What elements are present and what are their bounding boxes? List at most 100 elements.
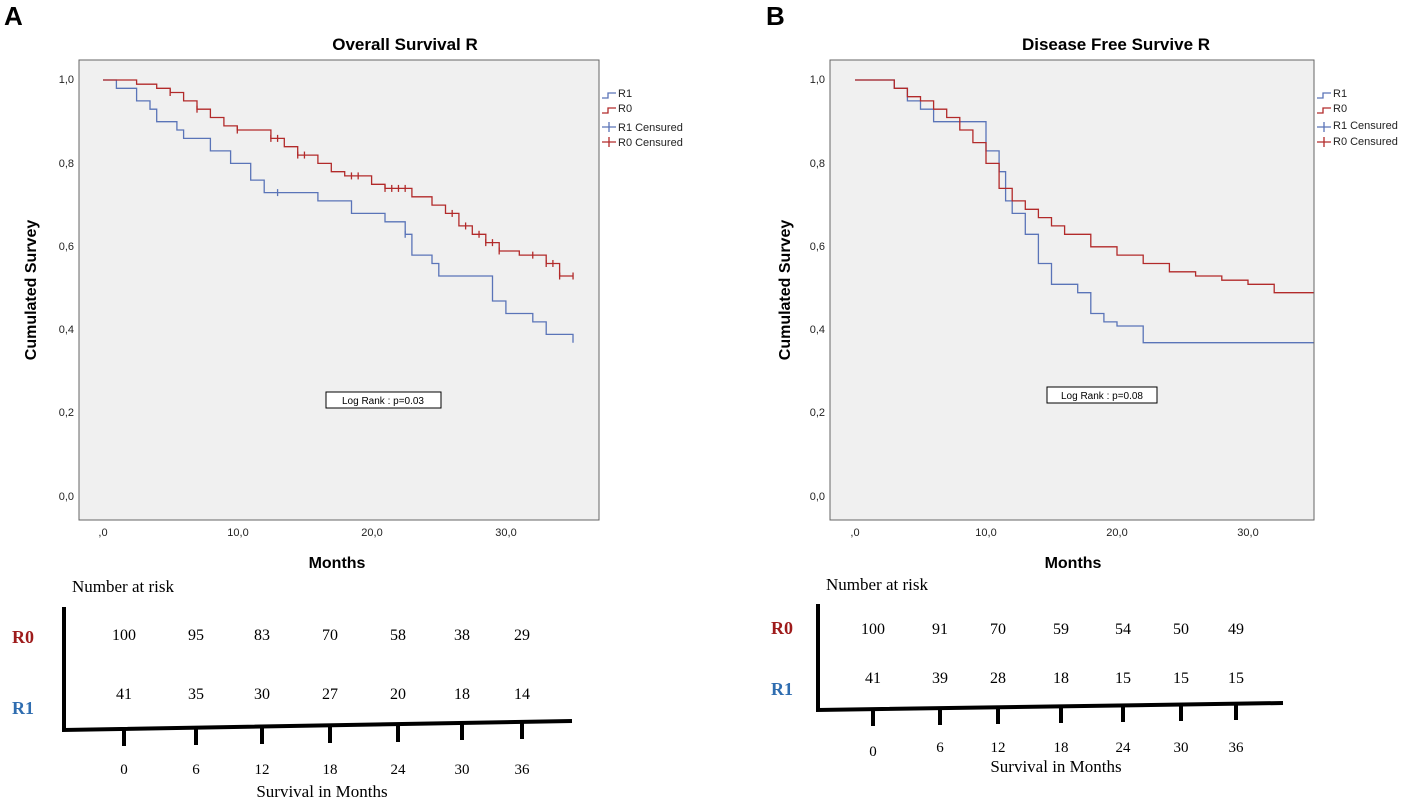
x-tick-label: ,0 xyxy=(98,527,107,539)
risk-title-a: Number at risk xyxy=(72,577,174,596)
legend-r0-censored: R0 Censured xyxy=(618,137,683,149)
legend-swatch-r0 xyxy=(1317,107,1331,114)
risk-axis-a xyxy=(62,607,573,733)
risk-group-r0-a: R0 xyxy=(12,627,34,647)
legend-swatch-r0 xyxy=(602,107,616,114)
risk-r1-value: 15 xyxy=(1228,670,1244,687)
risk-tick-label: 30 xyxy=(455,762,470,778)
risk-r0-value: 58 xyxy=(390,627,406,644)
risk-r1-value: 15 xyxy=(1115,670,1131,687)
y-tick-label: 0,4 xyxy=(59,324,74,336)
risk-r0-value: 29 xyxy=(514,627,530,644)
risk-tick-label: 36 xyxy=(515,762,531,778)
risk-r1-value: 28 xyxy=(990,670,1006,687)
risk-r1-value: 14 xyxy=(514,686,530,703)
legend-swatch-r1-censored xyxy=(1317,122,1331,132)
risk-tick-label: 0 xyxy=(869,744,877,760)
legend-r0-censored: R0 Censured xyxy=(1333,136,1398,148)
risk-r0-value: 49 xyxy=(1228,621,1244,638)
chart-title-a: Overall Survival R xyxy=(332,35,478,54)
risk-values-b: 100 91 70 59 54 50 49 41 39 28 18 15 15 15 0 6 12 18 24 30 3… xyxy=(861,621,1244,760)
risk-r1-value: 27 xyxy=(322,686,338,703)
risk-tick-label: 12 xyxy=(255,762,270,778)
risk-r1-value: 18 xyxy=(454,686,470,703)
y-tick-label: 1,0 xyxy=(810,74,825,86)
y-axis-label-a: Cumulated Survey xyxy=(23,220,40,361)
y-tick-label: 0,6 xyxy=(810,241,825,253)
y-tick-label: 0,0 xyxy=(810,491,825,503)
legend-r1: R1 xyxy=(1333,88,1347,100)
risk-r0-value: 70 xyxy=(322,627,338,644)
y-tick-label: 0,8 xyxy=(59,158,74,170)
y-tick-label: 1,0 xyxy=(59,74,74,86)
chart-title-b: Disease Free Survive R xyxy=(1022,35,1210,54)
risk-r1-value: 39 xyxy=(932,670,948,687)
risk-r0-value: 54 xyxy=(1115,621,1131,638)
risk-r0-value: 100 xyxy=(112,627,136,644)
panel-label-b: B xyxy=(766,1,785,31)
risk-tick-label: 0 xyxy=(120,762,128,778)
risk-r1-value: 18 xyxy=(1053,670,1069,687)
risk-values-a: 100 95 83 70 58 38 29 41 35 30 27 20 18 14 0 6 12 18 24 30 3… xyxy=(112,627,530,778)
y-tick-label: 0,6 xyxy=(59,241,74,253)
legend-r0: R0 xyxy=(618,103,632,115)
legend-b: R1 R0 R1 Censured R0 Censured xyxy=(1317,88,1398,148)
risk-r1-value: 30 xyxy=(254,686,270,703)
risk-tick-label: 6 xyxy=(936,740,944,756)
km-curve-r0 xyxy=(103,79,573,277)
y-tick-label: 0,2 xyxy=(59,407,74,419)
x-tick-label: 10,0 xyxy=(227,527,248,539)
risk-group-r0-b: R0 xyxy=(771,618,793,638)
log-rank-b: Log Rank : p=0.08 xyxy=(1061,391,1143,402)
x-tick-label: 30,0 xyxy=(495,527,516,539)
risk-r1-value: 35 xyxy=(188,686,204,703)
x-tick-label: 20,0 xyxy=(1106,527,1127,539)
risk-tick-label: 24 xyxy=(1116,740,1132,756)
risk-r0-value: 91 xyxy=(932,621,948,638)
risk-xlabel-a: Survival in Months xyxy=(256,782,387,801)
risk-title-b: Number at risk xyxy=(826,575,928,594)
legend-r1-censored: R1 Censured xyxy=(618,122,683,134)
legend-swatch-r0-censored xyxy=(1317,137,1331,147)
y-ticks-b: 1,0 0,8 0,6 0,4 0,2 0,0 xyxy=(810,74,825,503)
risk-r0-value: 100 xyxy=(861,621,885,638)
panel-label-a: A xyxy=(4,1,23,31)
risk-tick-label: 18 xyxy=(1054,740,1069,756)
km-curve-r1 xyxy=(103,79,574,343)
legend-r0: R0 xyxy=(1333,103,1347,115)
risk-r0-value: 50 xyxy=(1173,621,1189,638)
x-tick-label: 30,0 xyxy=(1237,527,1258,539)
risk-xlabel-b: Survival in Months xyxy=(990,757,1121,776)
legend-r1: R1 xyxy=(618,88,632,100)
risk-table-b: Number at risk R0 R1 100 91 70 59 54 50 49 41 39… xyxy=(771,575,1284,776)
y-tick-label: 0,0 xyxy=(59,491,74,503)
legend-r1-censored: R1 Censured xyxy=(1333,120,1398,132)
x-ticks-b: ,0 10,0 20,0 30,0 xyxy=(850,527,1258,539)
y-tick-label: 0,2 xyxy=(810,407,825,419)
km-curve-r0 xyxy=(855,79,1314,294)
legend-a: R1 R0 R1 Censured R0 Censured xyxy=(602,88,683,149)
risk-r1-value: 41 xyxy=(116,686,132,703)
risk-tick-label: 12 xyxy=(991,740,1006,756)
risk-r1-value: 41 xyxy=(865,670,881,687)
y-ticks-a: 1,0 0,8 0,6 0,4 0,2 0,0 xyxy=(59,74,74,503)
risk-r1-value: 20 xyxy=(390,686,406,703)
y-axis-label-b: Cumulated Survey xyxy=(777,220,794,361)
km-curves-a xyxy=(103,79,574,343)
risk-tick-label: 36 xyxy=(1229,740,1245,756)
risk-r0-value: 83 xyxy=(254,627,270,644)
risk-group-r1-a: R1 xyxy=(12,698,34,718)
risk-tick-label: 30 xyxy=(1174,740,1189,756)
x-axis-label-a: Months xyxy=(309,555,366,572)
risk-tick-label: 18 xyxy=(323,762,338,778)
risk-r0-value: 38 xyxy=(454,627,470,644)
y-tick-label: 0,4 xyxy=(810,324,825,336)
km-curve-r1 xyxy=(855,79,1314,344)
log-rank-a: Log Rank : p=0.03 xyxy=(342,396,424,407)
legend-swatch-r1 xyxy=(602,92,616,99)
x-tick-label: 10,0 xyxy=(975,527,996,539)
legend-swatch-r0-censored xyxy=(602,137,616,147)
log-rank-box-b xyxy=(1046,386,1158,404)
x-ticks-a: ,0 10,0 20,0 30,0 xyxy=(98,527,516,539)
